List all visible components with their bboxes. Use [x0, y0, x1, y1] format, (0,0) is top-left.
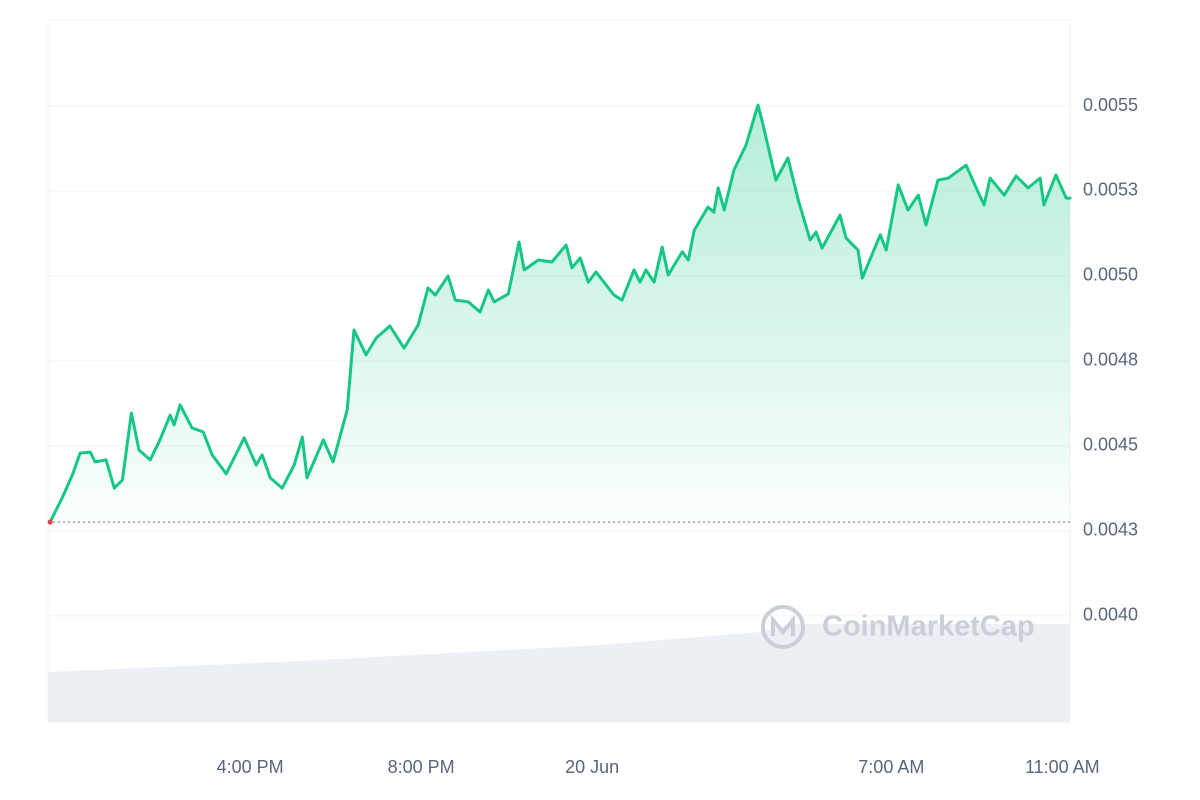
x-tick-label: 11:00 AM	[1025, 757, 1100, 777]
area-fill	[50, 105, 1071, 523]
y-tick-label: 0.0043	[1083, 520, 1138, 540]
y-tick-label: 0.0050	[1083, 265, 1138, 285]
watermark: CoinMarketCap	[761, 605, 1035, 649]
volume-area	[48, 624, 1070, 722]
watermark-text: CoinMarketCap	[822, 611, 1035, 643]
watermark-logo-mark	[771, 614, 795, 636]
y-tick-label: 0.0045	[1083, 435, 1138, 455]
y-tick-label: 0.0040	[1083, 605, 1138, 625]
start-point	[47, 519, 53, 525]
x-tick-label: 7:00 AM	[858, 757, 924, 777]
price-line	[48, 103, 1072, 524]
y-tick-label: 0.0048	[1083, 350, 1138, 370]
x-tick-label: 4:00 PM	[217, 757, 284, 777]
y-tick-label: 0.0053	[1083, 180, 1138, 200]
x-tick-label: 20 Jun	[565, 757, 619, 777]
y-tick-label: 0.0055	[1083, 95, 1138, 115]
x-tick-label: 8:00 PM	[388, 757, 455, 777]
watermark-logo	[761, 605, 805, 649]
